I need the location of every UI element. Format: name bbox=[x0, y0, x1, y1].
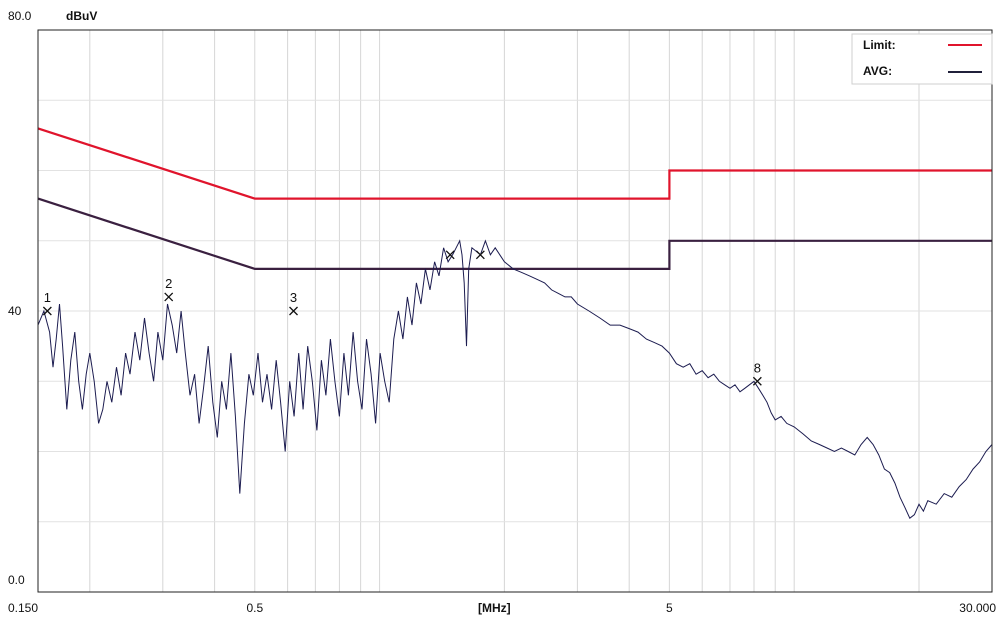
legend: Limit: AVG: bbox=[851, 33, 993, 85]
peak-marker-label: 3 bbox=[290, 290, 297, 305]
peak-marker-x bbox=[289, 306, 298, 316]
grid-lines bbox=[38, 30, 992, 592]
plot-border bbox=[37, 29, 993, 593]
legend-label-avg: AVG: bbox=[863, 64, 892, 78]
limit-line-avg bbox=[37, 197, 992, 270]
x-tick-label: 30.000 bbox=[959, 601, 996, 615]
limit-line-limit bbox=[37, 127, 992, 200]
y-top-label: 80.0 bbox=[8, 9, 32, 23]
y-tick-label: 40 bbox=[8, 304, 22, 318]
peak-marker-x bbox=[42, 306, 52, 316]
peak-marker-x bbox=[445, 250, 455, 260]
y-unit-label: dBuV bbox=[66, 9, 97, 23]
peak-marker-x bbox=[164, 292, 174, 302]
legend-box bbox=[851, 33, 993, 85]
data-series bbox=[37, 239, 993, 519]
limit-lines bbox=[37, 127, 992, 270]
peak-marker-label: 8 bbox=[754, 360, 761, 375]
x-tick-label: 0.150 bbox=[8, 601, 38, 615]
peak-marker-x bbox=[752, 376, 762, 386]
x-tick-labels: 0.150 0.5 5 30.000 bbox=[8, 601, 996, 615]
series-line bbox=[37, 239, 993, 519]
legend-label-limit: Limit: bbox=[863, 38, 896, 52]
peak-marker-label: 2 bbox=[165, 276, 172, 291]
y-tick-label: 0.0 bbox=[8, 573, 25, 587]
x-tick-label: 5 bbox=[666, 601, 673, 615]
peak-markers: 1 2 3 8 bbox=[42, 250, 762, 386]
peak-marker-x bbox=[475, 250, 485, 260]
x-tick-label: 0.5 bbox=[246, 601, 263, 615]
y-tick-labels: 400.0 bbox=[8, 304, 25, 587]
peak-marker-label: 1 bbox=[44, 290, 51, 305]
x-unit-label: [MHz] bbox=[478, 601, 511, 615]
